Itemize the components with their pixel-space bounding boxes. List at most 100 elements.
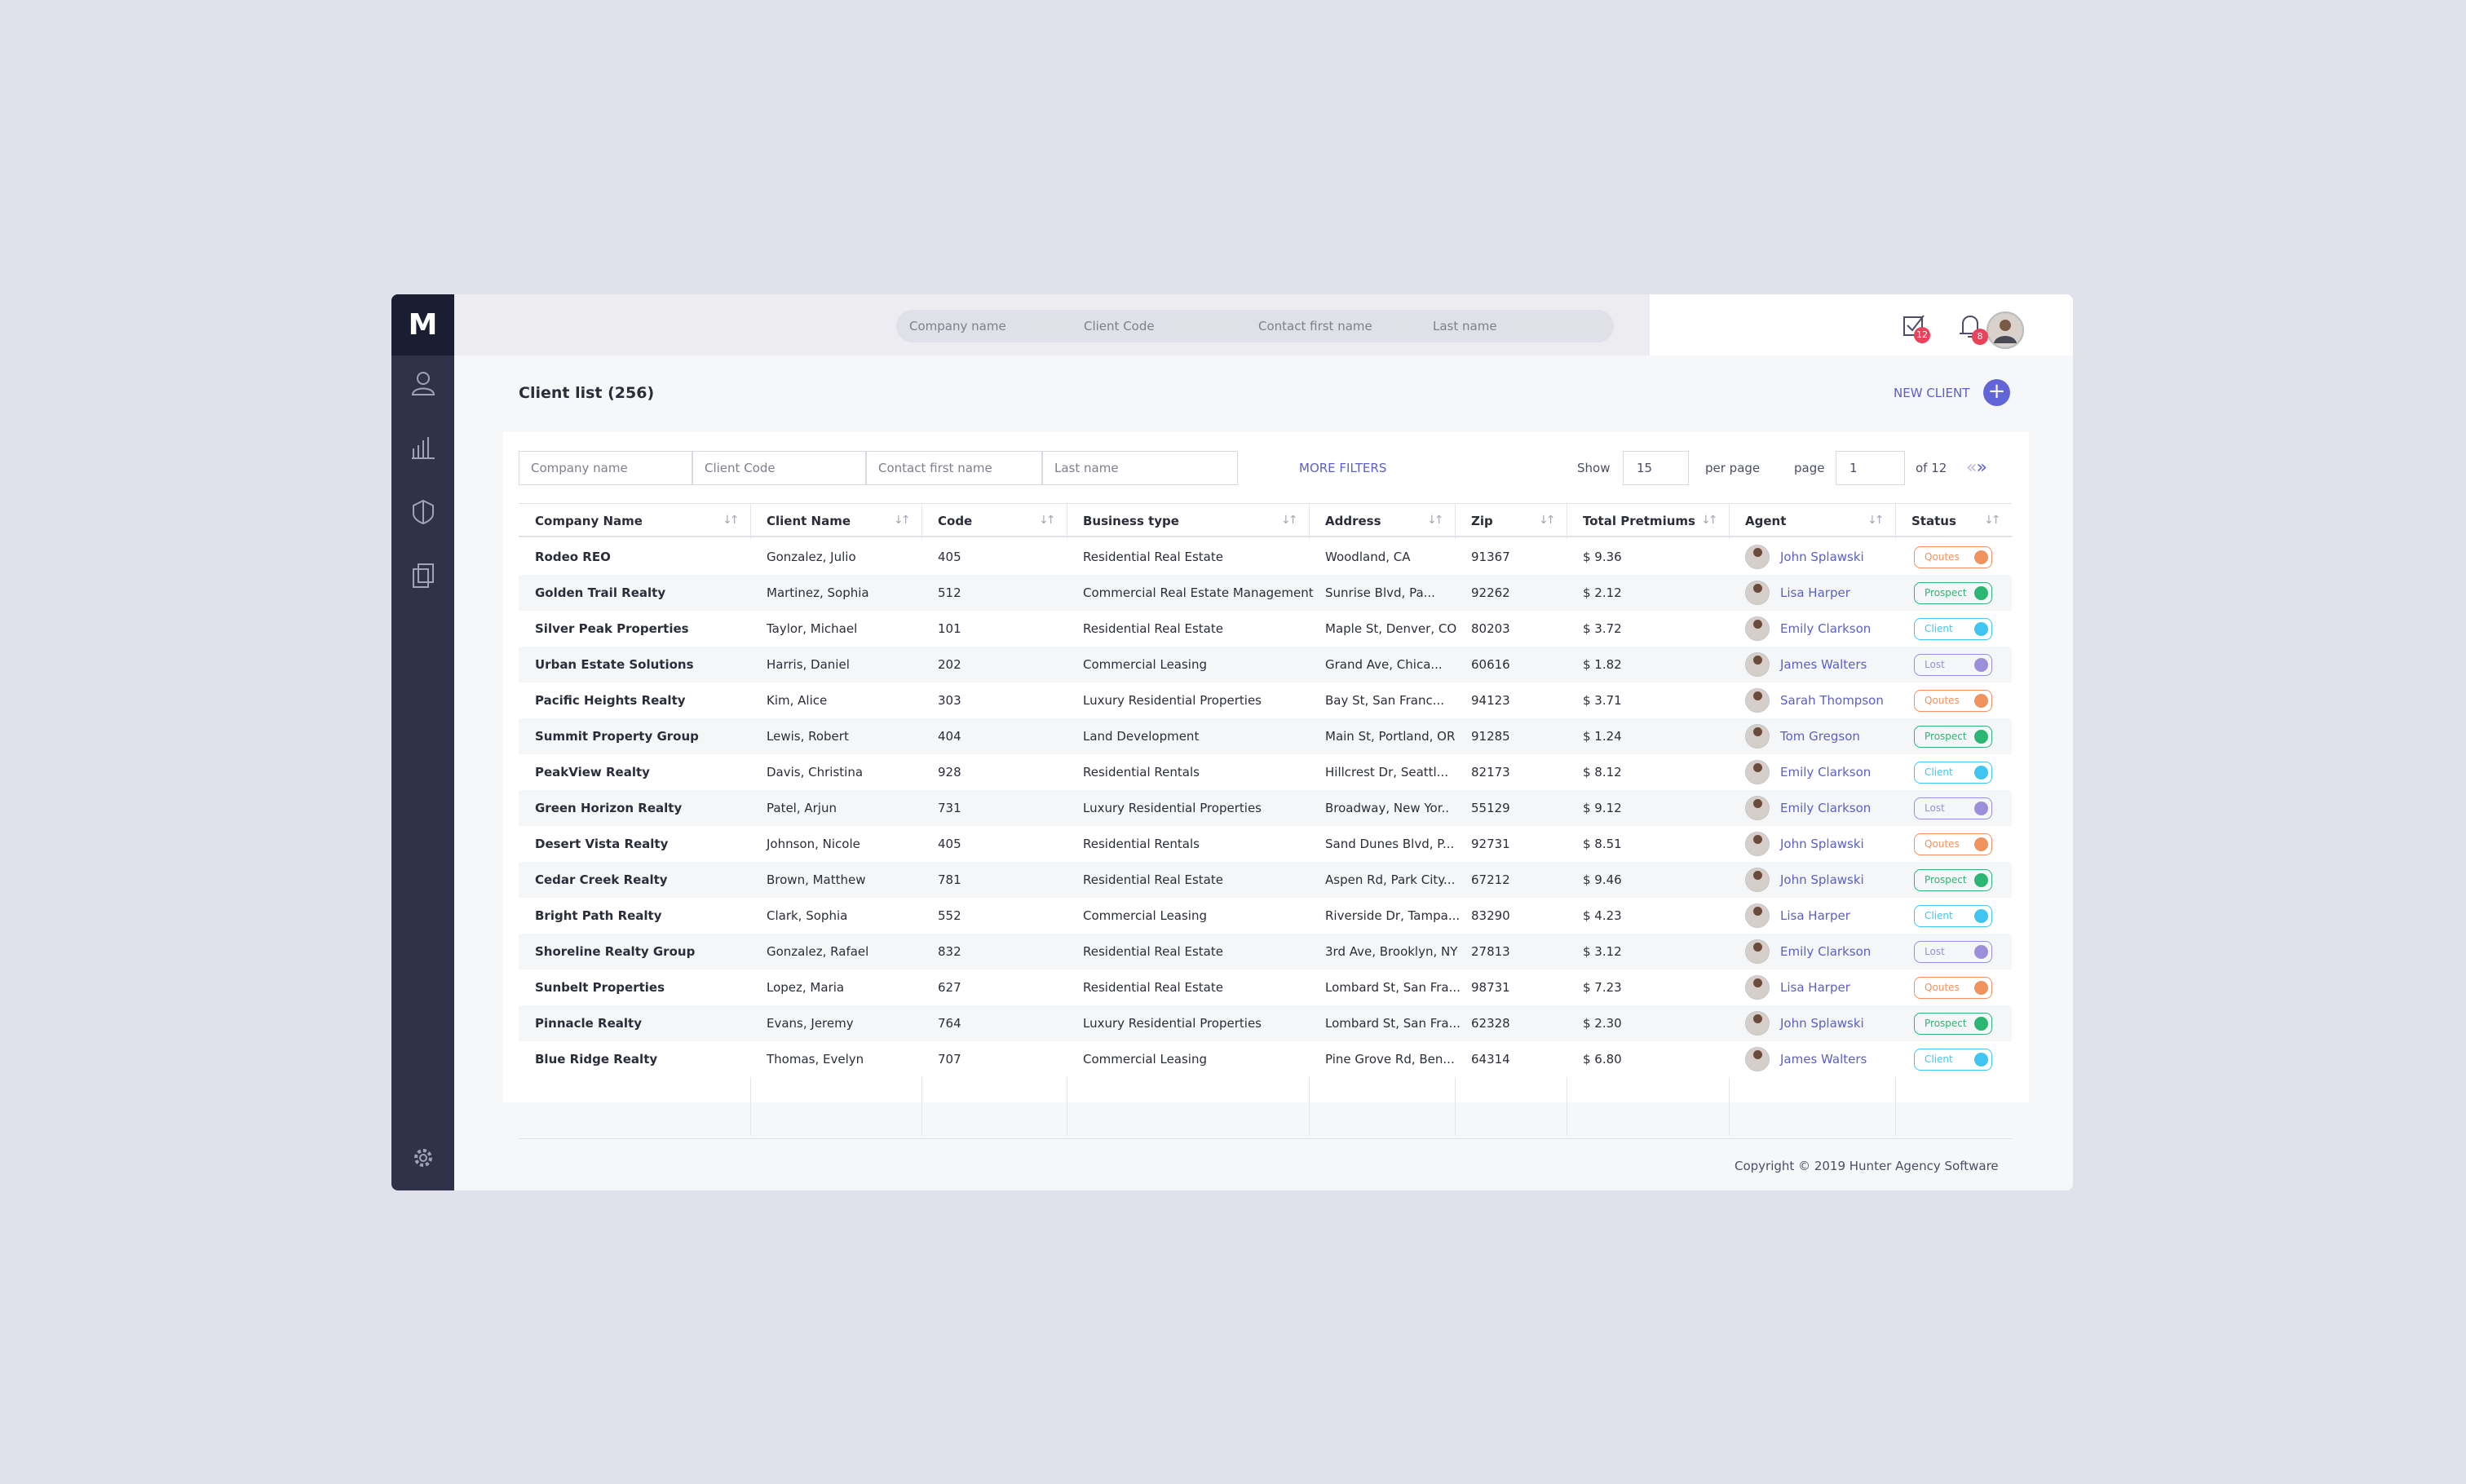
filter-placeholder: Company name	[531, 461, 628, 475]
task-badge: 12	[1914, 327, 1930, 343]
table-cell: $ 8.51	[1583, 837, 1622, 851]
sort-icon[interactable]: ↓↑	[1039, 514, 1056, 527]
table-cell[interactable]: Lisa Harper	[1780, 908, 1850, 923]
logo: M	[391, 294, 454, 356]
table-cell[interactable]: Emily Clarkson	[1780, 765, 1872, 780]
sort-icon[interactable]: ↓↑	[894, 514, 911, 527]
table-cell[interactable]: Lisa Harper	[1780, 980, 1850, 995]
table-cell[interactable]: James Walters	[1780, 1052, 1867, 1067]
status-badge[interactable]: Qoutes	[1914, 977, 1992, 999]
filter-placeholder: Contact first name	[878, 461, 992, 475]
table-cell: Grand Ave, Chica...	[1325, 657, 1443, 672]
table-cell[interactable]: John Splawski	[1780, 872, 1864, 887]
table-cell: Sand Dunes Blvd, P...	[1325, 837, 1455, 851]
agent-avatar-head	[1753, 943, 1762, 952]
table-cell: $ 2.30	[1583, 1016, 1622, 1031]
status-label: Prospect	[1925, 731, 1967, 742]
status-label: Lost	[1925, 802, 1945, 814]
table-cell: 91285	[1471, 729, 1510, 744]
table-cell[interactable]: Emily Clarkson	[1780, 944, 1872, 959]
table-cell: Gonzalez, Rafael	[767, 944, 869, 959]
status-badge[interactable]: Qoutes	[1914, 833, 1992, 855]
sidebar-icons[interactable]	[410, 370, 436, 615]
page-input[interactable]: 1	[1836, 451, 1905, 485]
table-cell: Davis, Christina	[767, 765, 864, 780]
table-cell[interactable]: John Splawski	[1780, 837, 1864, 851]
app-window: M Company name Client Code Contact first n…	[391, 294, 2073, 1190]
table-cell: Residential Real Estate	[1083, 872, 1223, 887]
sort-icon[interactable]: ↓↑	[723, 514, 740, 527]
table-cell: Cedar Creek Realty	[535, 872, 668, 887]
status-badge[interactable]: Qoutes	[1914, 690, 1992, 712]
status-dot	[1974, 694, 1988, 708]
search-bar[interactable]: Company name Client Code Contact first nam…	[896, 310, 1614, 342]
status-dot	[1974, 837, 1988, 851]
sort-icon[interactable]: ↓↑	[1867, 514, 1885, 527]
sort-icon[interactable]: ↓↑	[1984, 514, 2001, 527]
table-cell: Shoreline Realty Group	[535, 944, 696, 959]
table-cell[interactable]: Tom Gregson	[1780, 729, 1860, 744]
table-cell: 80203	[1471, 621, 1510, 636]
new-client-label[interactable]: NEW CLIENT	[1894, 386, 1970, 400]
pager-arrows[interactable]: « »	[1966, 457, 1987, 478]
table-cell[interactable]: John Splawski	[1780, 1016, 1864, 1031]
table-cell[interactable]: James Walters	[1780, 657, 1867, 672]
new-client-button[interactable]: +	[1983, 379, 2010, 406]
status-badge[interactable]: Prospect	[1914, 869, 1992, 891]
filter-input[interactable]: Company name	[519, 451, 692, 485]
status-dot	[1974, 873, 1988, 887]
more-filters[interactable]: MORE FILTERS	[1299, 461, 1387, 475]
status-badge[interactable]: Lost	[1914, 654, 1992, 676]
table-cell[interactable]: Emily Clarkson	[1780, 801, 1872, 815]
table-cell: 405	[938, 550, 961, 564]
table-cell: $ 9.12	[1583, 801, 1622, 815]
table-cell: $ 1.24	[1583, 729, 1622, 744]
status-badge[interactable]: Prospect	[1914, 726, 1992, 748]
table-cell: $ 6.80	[1583, 1052, 1622, 1067]
page-count: of 12	[1916, 461, 1947, 475]
header-icons	[1903, 311, 2024, 349]
table-cell[interactable]: John Splawski	[1780, 550, 1864, 564]
filter-input[interactable]: Last name	[1042, 451, 1238, 485]
agent-avatar	[1745, 832, 1770, 856]
status-badge[interactable]: Client	[1914, 1049, 1992, 1071]
table-cell[interactable]: Emily Clarkson	[1780, 621, 1872, 636]
status-badge[interactable]: Client	[1914, 905, 1992, 927]
status-label: Client	[1925, 1053, 1953, 1065]
filter-input[interactable]: Contact first name	[866, 451, 1042, 485]
table-cell: 764	[938, 1016, 961, 1031]
agent-avatar-head	[1753, 835, 1762, 844]
table-cell: Gonzalez, Julio	[767, 550, 856, 564]
agent-avatar-head	[1753, 548, 1762, 557]
status-label: Lost	[1925, 659, 1945, 670]
table-row: Urban Estate Solutions Harris, Daniel 202 C…	[519, 647, 2012, 682]
table-row: PeakView Realty Davis, Christina 928 Reside…	[519, 754, 2012, 790]
table-cell: Sunrise Blvd, Pa...	[1325, 585, 1435, 600]
table-cell[interactable]: Lisa Harper	[1780, 585, 1850, 600]
status-badge[interactable]: Prospect	[1914, 582, 1992, 604]
sort-icon[interactable]: ↓↑	[1539, 514, 1556, 527]
sort-icon[interactable]: ↓↑	[1281, 514, 1298, 527]
settings-icon[interactable]	[413, 1147, 434, 1168]
status-badge[interactable]: Client	[1914, 762, 1992, 784]
sort-icon[interactable]: ↓↑	[1427, 514, 1444, 527]
sort-icon[interactable]: ↓↑	[1701, 514, 1718, 527]
per-page-select[interactable]: 15	[1623, 451, 1689, 485]
column-header: Business type	[1083, 514, 1179, 528]
table-row: Silver Peak Properties Taylor, Michael 101…	[519, 611, 2012, 647]
status-dot	[1974, 586, 1988, 600]
table-row: Golden Trail Realty Martinez, Sophia 512 Co…	[519, 575, 2012, 611]
status-badge[interactable]: Lost	[1914, 941, 1992, 963]
table-cell: Pacific Heights Realty	[535, 693, 686, 708]
status-badge[interactable]: Prospect	[1914, 1013, 1992, 1035]
status-badge[interactable]: Qoutes	[1914, 546, 1992, 568]
status-badge[interactable]: Client	[1914, 618, 1992, 640]
status-dot	[1974, 550, 1988, 564]
status-badge[interactable]: Lost	[1914, 797, 1992, 819]
status-label: Prospect	[1925, 587, 1967, 598]
table-cell[interactable]: Sarah Thompson	[1780, 693, 1884, 708]
table-cell: $ 1.82	[1583, 657, 1622, 672]
column-header: Total Pretmiums	[1583, 514, 1695, 528]
status-dot	[1974, 730, 1988, 744]
filter-input[interactable]: Client Code	[692, 451, 866, 485]
